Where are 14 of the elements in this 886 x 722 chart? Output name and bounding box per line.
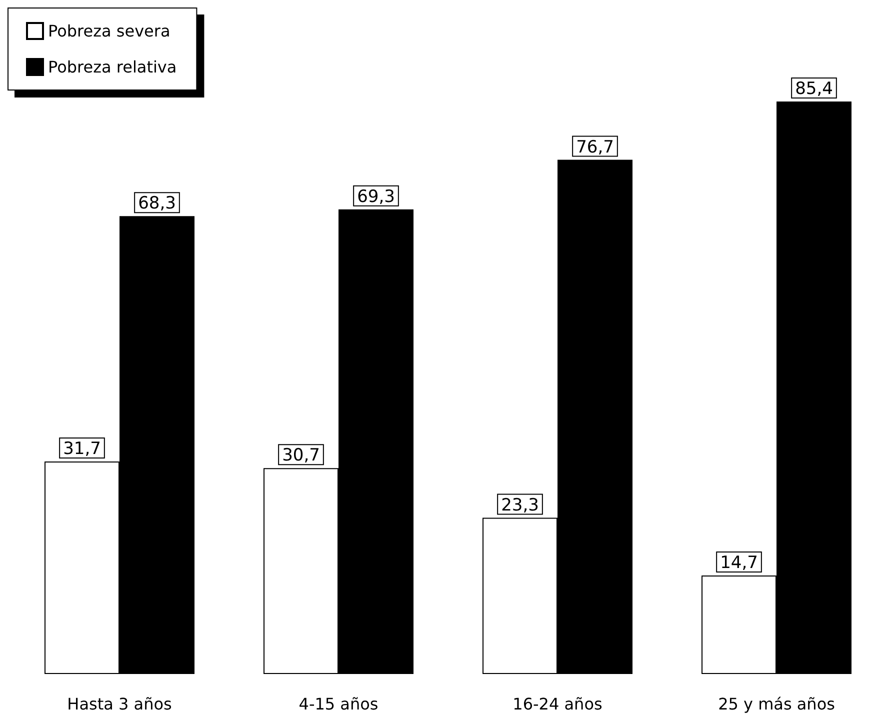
data-label: 76,7 [576, 137, 614, 158]
data-label: 14,7 [720, 552, 758, 573]
data-label: 68,3 [138, 194, 176, 214]
data-label: 30,7 [282, 446, 320, 466]
x-tick-label: 4-15 años [298, 694, 378, 714]
legend-label: Pobreza severa [48, 22, 170, 40]
x-tick-label: 25 y más años [718, 694, 835, 714]
x-tick-label: 16-24 años [512, 694, 602, 714]
data-label: 23,3 [501, 495, 539, 516]
data-label: 85,4 [795, 78, 833, 99]
legend-label: Pobreza relativa [48, 58, 177, 76]
data-label: 31,7 [63, 438, 101, 459]
x-tick-label: Hasta 3 años [67, 694, 172, 714]
data-label: 69,3 [357, 186, 395, 207]
